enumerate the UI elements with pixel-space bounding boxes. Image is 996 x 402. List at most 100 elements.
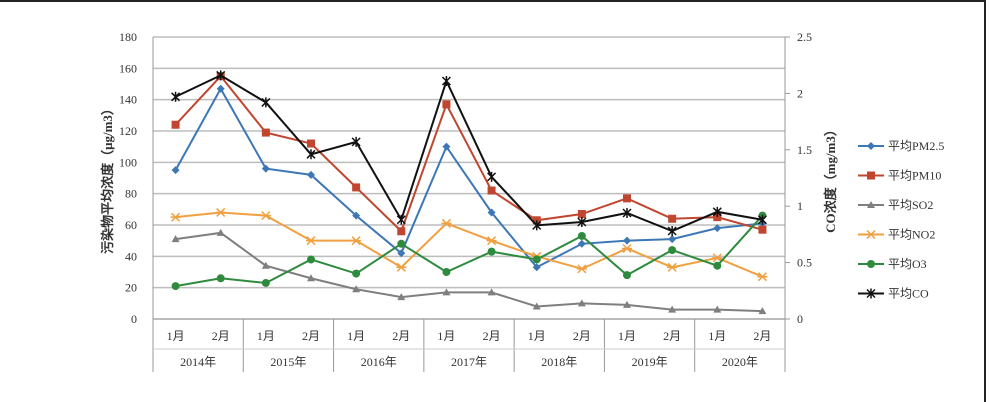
- data-point-o3: [216, 274, 225, 283]
- data-point-o3: [668, 246, 677, 255]
- data-point-so2: [758, 307, 767, 315]
- data-point-pm25: [713, 224, 722, 233]
- y2-tick-label: 2: [797, 86, 803, 100]
- x-tick-label: 2月: [663, 329, 681, 343]
- x-group-label: 2019年: [632, 355, 668, 369]
- data-point-no2: [667, 262, 678, 272]
- data-point-co: [532, 220, 542, 231]
- data-point-no2: [486, 236, 497, 246]
- data-point-so2: [216, 228, 225, 236]
- data-point-so2: [577, 299, 586, 307]
- data-point-pm25: [171, 166, 180, 175]
- data-point-no2: [215, 207, 226, 217]
- x-tick-label: 1月: [708, 329, 726, 343]
- data-point-so2: [623, 300, 631, 308]
- x-tick-label: 2月: [573, 329, 591, 343]
- y-tick-label: 80: [125, 187, 137, 201]
- data-point-pm10: [261, 128, 270, 137]
- legend-label-no2: 平均NO2: [888, 228, 935, 242]
- data-point-o3: [397, 239, 406, 248]
- data-point-pm10: [352, 183, 361, 192]
- data-point-co: [441, 75, 451, 86]
- data-point-so2: [171, 235, 180, 243]
- legend-label-pm10: 平均PM10: [888, 169, 941, 183]
- data-point-so2: [668, 305, 677, 313]
- series-line-o3: [175, 214, 764, 288]
- data-point-co: [622, 207, 632, 218]
- y-tick-label: 40: [125, 249, 137, 263]
- x-tick-label: 2月: [483, 329, 501, 343]
- data-point-co: [487, 171, 497, 182]
- x-tick-label: 2月: [753, 329, 771, 343]
- data-point-no2: [351, 236, 362, 246]
- x-tick-label: 1月: [257, 329, 275, 343]
- data-point-no2: [712, 253, 723, 263]
- data-point-pm10: [532, 216, 541, 225]
- data-point-o3: [171, 282, 180, 291]
- series-line-no2: [175, 211, 763, 278]
- data-point-pm25: [397, 249, 406, 258]
- data-point-so2: [442, 288, 451, 296]
- data-point-o3: [623, 271, 631, 280]
- data-point-pm10: [171, 120, 180, 129]
- data-point-pm10: [397, 227, 406, 236]
- y-tick-label: 20: [125, 281, 137, 295]
- data-point-pm10: [442, 100, 451, 109]
- data-point-o3: [307, 255, 315, 264]
- x-tick-label: 1月: [618, 329, 636, 343]
- data-point-o3: [261, 278, 270, 287]
- data-point-pm25: [261, 164, 270, 173]
- legend-marker-pm10: [867, 171, 875, 180]
- y2-tick-label: 2.5: [797, 30, 812, 44]
- y-tick-label: 0: [131, 312, 137, 326]
- y-tick-label: 140: [119, 93, 137, 107]
- legend-marker-no2: [866, 229, 876, 240]
- data-point-so2: [532, 302, 541, 310]
- y2-tick-label: 1: [797, 199, 803, 213]
- data-point-pm10: [487, 186, 496, 195]
- legend-label-o3: 平均O3: [888, 257, 927, 271]
- data-point-co: [667, 226, 677, 237]
- data-point-no2: [757, 272, 768, 282]
- legend-marker-co: [866, 288, 876, 299]
- data-point-no2: [441, 218, 452, 228]
- x-tick-label: 2月: [302, 329, 320, 343]
- legend-marker-o3: [867, 260, 875, 268]
- legend-marker-so2: [867, 201, 875, 208]
- data-point-no2: [396, 262, 407, 272]
- data-point-co: [306, 149, 316, 160]
- data-point-o3: [352, 269, 361, 278]
- x-tick-label: 1月: [528, 329, 546, 343]
- y2-axis-title: CO浓度（mg/m3）: [823, 123, 838, 233]
- data-point-co: [757, 214, 767, 225]
- data-point-pm25: [307, 170, 315, 179]
- y-tick-label: 100: [119, 155, 137, 169]
- data-point-pm25: [216, 84, 225, 93]
- data-point-co: [712, 206, 722, 217]
- x-group-label: 2020年: [722, 355, 758, 369]
- data-point-pm25: [442, 142, 451, 151]
- data-point-so2: [352, 285, 361, 293]
- series-line-co: [175, 74, 763, 233]
- data-point-no2: [260, 211, 271, 221]
- data-point-pm25: [487, 208, 496, 217]
- data-point-no2: [576, 264, 587, 274]
- data-point-so2: [397, 293, 406, 301]
- y2-tick-label: 1.5: [797, 143, 812, 157]
- legend-label-so2: 平均SO2: [888, 198, 933, 212]
- data-point-pm25: [668, 235, 677, 244]
- data-point-pm10: [577, 210, 586, 219]
- data-point-o3: [487, 247, 496, 256]
- data-point-co: [216, 70, 226, 81]
- data-point-co: [351, 136, 361, 147]
- data-point-pm10: [713, 213, 722, 222]
- x-group-label: 2015年: [270, 355, 306, 369]
- data-point-o3: [442, 268, 451, 276]
- legend-label-pm25: 平均PM2.5: [888, 139, 944, 153]
- data-point-pm10: [758, 225, 767, 234]
- data-point-so2: [713, 305, 722, 313]
- x-tick-label: 2月: [212, 329, 230, 343]
- data-point-o3: [577, 231, 586, 240]
